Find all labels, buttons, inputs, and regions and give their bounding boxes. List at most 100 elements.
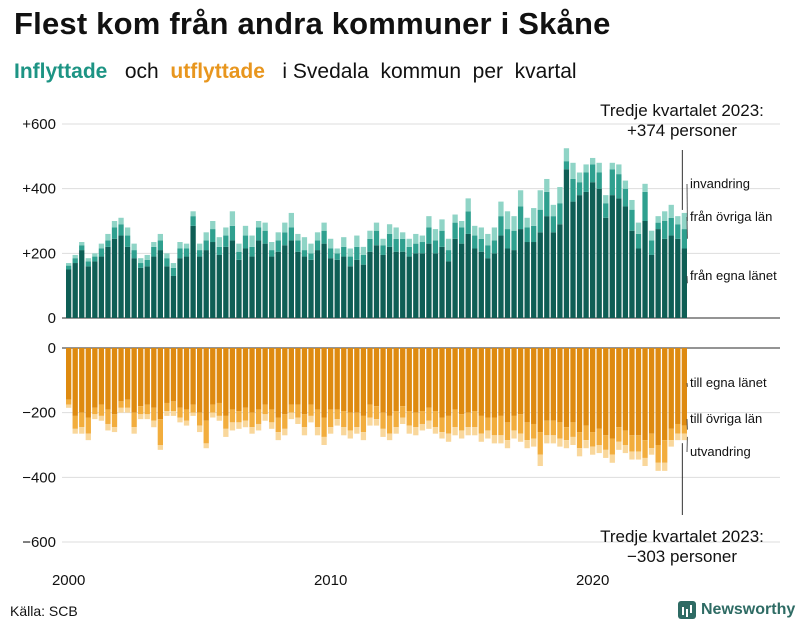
outflow-bar-out_own	[151, 348, 157, 408]
inflow-bar-in_other	[197, 250, 203, 257]
inflow-bar-in_other	[203, 240, 209, 251]
inflow-bar-in_other	[675, 224, 681, 239]
inflow-bar-in_own	[124, 246, 131, 318]
inflow-bar-in_own	[517, 229, 524, 318]
inflow-bar-in_own	[609, 195, 615, 318]
inflow-bar-in_other	[79, 245, 85, 251]
inflow-bar-in_immig	[308, 243, 314, 254]
outflow-bar-out_emig	[255, 423, 262, 431]
inflow-bar-in_immig	[85, 258, 91, 262]
inflow-bar-in_own	[347, 266, 353, 318]
inflow-bar-in_own	[491, 253, 498, 318]
outflow-bar-out_emig	[655, 462, 661, 471]
outflow-bar-out_other	[386, 415, 393, 434]
inflow-bar-in_immig	[118, 217, 124, 225]
outflow-bar-out_emig	[675, 433, 681, 441]
outflow-bar-out_emig	[242, 420, 249, 428]
inflow-bar-in_own	[642, 221, 648, 318]
outflow-bar-out_emig	[354, 427, 360, 434]
outflow-bar-out_emig	[288, 412, 294, 420]
outflow-bar-out_own	[144, 348, 150, 405]
outflow-bar-out_own	[380, 348, 386, 413]
inflow-bar-in_own	[681, 248, 687, 318]
outflow-bar-out_emig	[249, 427, 255, 434]
outflow-bar-out_other	[550, 420, 556, 436]
outflow-bar-out_emig	[301, 427, 308, 436]
inflow-bar-in_own	[157, 250, 163, 318]
outflow-bar-out_other	[583, 425, 589, 441]
outflow-bar-out_other	[596, 428, 602, 445]
outflow-bar-out_own	[236, 348, 242, 412]
outflow-bar-out_other	[393, 411, 399, 428]
inflow-bar-in_own	[616, 198, 622, 318]
outflow-bar-out_other	[498, 415, 504, 436]
outflow-bar-out_other	[328, 409, 334, 428]
inflow-bar-in_own	[445, 261, 452, 318]
inflow-bar-in_own	[164, 266, 170, 318]
outflow-bar-out_emig	[98, 415, 105, 421]
outflow-bar-out_other	[314, 409, 321, 428]
outflow-bar-out_emig	[426, 420, 432, 429]
inflow-bar-in_immig	[432, 229, 439, 241]
outflow-series-label: utvandring	[690, 444, 751, 459]
outflow-bar-out_emig	[445, 433, 452, 442]
outflow-bar-out_emig	[478, 433, 484, 442]
outflow-bar-out_other	[668, 428, 674, 441]
inflow-bar-in_immig	[144, 254, 150, 260]
inflow-bar-in_other	[229, 225, 236, 241]
outflow-bar-out_own	[203, 348, 209, 421]
inflow-bar-in_other	[308, 253, 314, 260]
outflow-bar-out_emig	[111, 427, 118, 433]
inflow-bar-in_own	[301, 256, 308, 318]
outflow-bar-out_other	[531, 423, 537, 439]
inflow-bar-in_other	[603, 203, 609, 218]
inflow-bar-in_other	[354, 246, 360, 260]
inflow-bar-in_immig	[681, 212, 687, 230]
outflow-bar-out_other	[85, 417, 91, 434]
inflow-bar-in_immig	[111, 221, 118, 228]
outflow-bar-out_own	[459, 348, 465, 415]
inflow-bar-in_own	[648, 254, 655, 318]
inflow-bar-in_immig	[164, 253, 170, 259]
inflow-bar-in_other	[629, 209, 635, 231]
inflow-bar-in_own	[675, 238, 681, 318]
outflow-bar-out_emig	[164, 411, 170, 416]
outflow-bar-out_emig	[596, 445, 602, 454]
outflow-bar-out_own	[498, 348, 504, 416]
inflow-bar-in_own	[269, 256, 275, 318]
inflow-bar-in_other	[288, 227, 294, 241]
outflow-bar-out_emig	[570, 436, 576, 445]
inflow-bar-in_other	[85, 261, 91, 267]
inflow-bar-in_own	[590, 182, 596, 318]
inflow-bar-in_immig	[367, 230, 373, 239]
inflow-bar-in_immig	[452, 214, 458, 223]
inflow-bar-in_immig	[157, 233, 163, 241]
inflow-bar-in_other	[367, 238, 373, 252]
inflow-bar-in_own	[531, 242, 537, 318]
inflow-bar-in_other	[144, 259, 150, 267]
inflow-bar-in_immig	[183, 243, 190, 249]
inflow-bar-in_other	[452, 222, 458, 239]
outflow-bar-out_own	[491, 348, 498, 418]
inflow-bar-in_own	[295, 251, 301, 318]
outflow-bar-out_own	[524, 348, 530, 423]
inflow-bar-in_immig	[557, 187, 563, 204]
inflow-bar-in_other	[504, 229, 511, 249]
outflow-bar-out_own	[642, 348, 648, 441]
inflow-bar-in_own	[452, 238, 458, 318]
outflow-bar-out_own	[452, 348, 458, 410]
inflow-bar-in_other	[668, 217, 674, 236]
inflow-bar-in_other	[544, 191, 550, 217]
outflow-bar-out_own	[354, 348, 360, 413]
subtitle-rest: kommun per kvartal	[380, 60, 577, 83]
outflow-bar-out_own	[616, 348, 622, 428]
inflow-bar-in_other	[419, 242, 425, 254]
outflow-bar-out_own	[328, 348, 334, 410]
outflow-bar-out_other	[426, 407, 432, 421]
outflow-bar-out_other	[622, 430, 629, 445]
inflow-bar-in_other	[570, 178, 576, 202]
outflow-bar-out_emig	[308, 415, 314, 423]
outflow-bar-out_other	[321, 417, 327, 437]
inflow-bar-in_other	[413, 243, 419, 254]
lower-y-tick-label: 0	[48, 340, 56, 357]
